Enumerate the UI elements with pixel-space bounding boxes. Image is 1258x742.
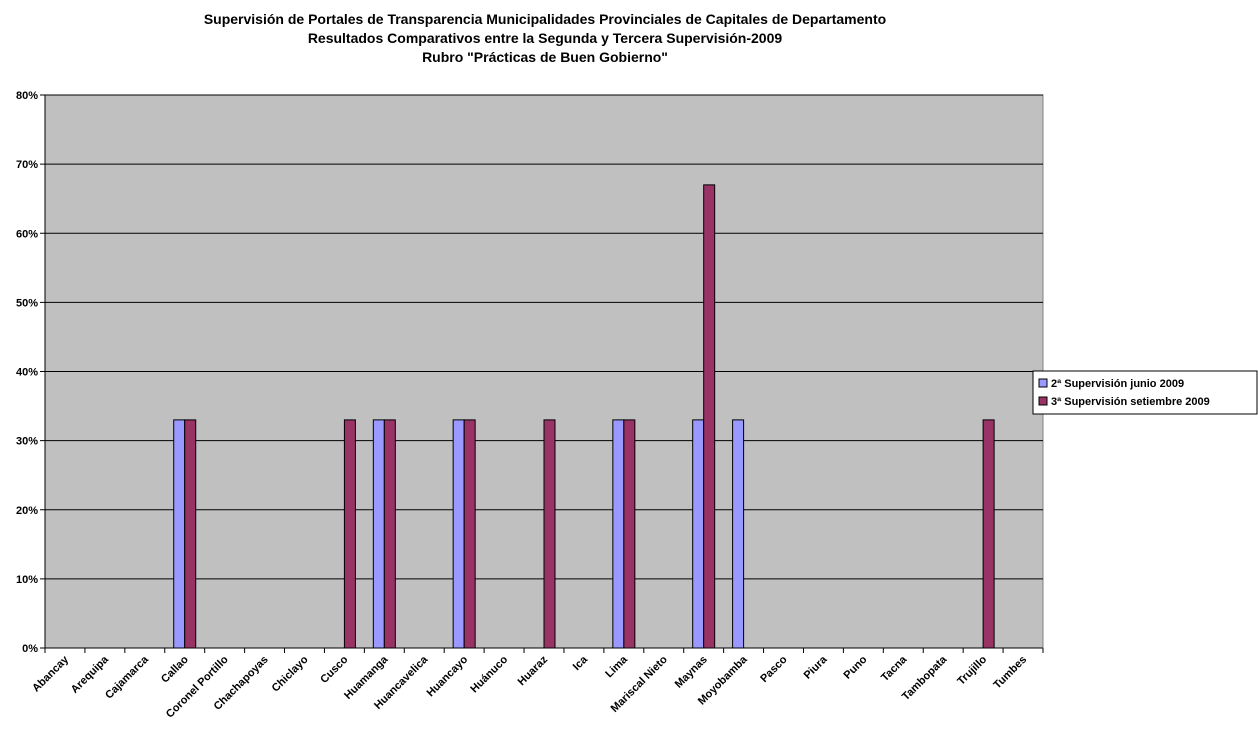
chart-title-line: Rubro "Prácticas de Buen Gobierno" [422,49,668,65]
bar-series-3 [982,419,995,649]
y-tick-label: 80% [16,90,38,102]
bar-series-3 [343,419,356,649]
x-tick-label: Chiclayo [270,653,311,694]
chart-title-line: Supervisión de Portales de Transparencia… [204,11,886,27]
y-tick-label: 50% [16,297,38,309]
y-tick-label: 40% [16,367,38,379]
bar-series-3 [463,419,476,649]
bar-series-2 [173,419,186,649]
x-tick-label: Trujillo [955,653,989,687]
x-tick-label: Tacna [879,653,910,684]
y-tick-label: 20% [16,505,38,517]
y-tick-label: 70% [16,159,38,171]
legend-swatch [1038,396,1048,406]
x-tick-label: Cajamarca [103,653,151,701]
bar-series-3 [543,419,556,649]
legend-box [1032,370,1258,415]
legend-swatch [1038,378,1048,388]
x-tick-label: Lima [603,653,630,680]
x-tick-label: Ica [571,653,591,673]
x-tick-label: Puno [842,653,870,681]
y-tick-label: 0% [22,643,38,655]
x-tick-label: Huánuco [468,653,510,695]
x-tick-label: Arequipa [69,653,112,696]
bar-series-2 [692,419,705,649]
bar-series-3 [184,419,197,649]
x-tick-label: Abancay [30,653,72,695]
x-tick-label: Huancayo [425,653,471,699]
legend: 2ª Supervisión junio 2009 3ª Supervisión … [1032,370,1258,415]
legend-label: 3ª Supervisión setiembre 2009 [1051,396,1210,408]
y-axis-ticks: 0% 10% 20% 30% 40% 50% 60% 70% 80% [16,90,45,655]
bar-series-2 [372,419,385,649]
chart-title-line: Resultados Comparativos entre la Segunda… [308,30,783,46]
x-tick-label: Huaraz [516,653,551,688]
y-tick-label: 30% [16,436,38,448]
y-tick-label: 60% [16,228,38,240]
bar-series-2 [732,419,745,649]
x-tick-label: Cusco [318,653,350,685]
bar-series-2 [452,419,465,649]
x-tick-label: Tumbes [991,654,1029,692]
x-tick-label: Maynas [673,654,710,691]
bar-series-3 [703,184,716,649]
chart-title: Supervisión de Portales de Transparencia… [204,11,886,65]
bar-series-3 [623,419,636,649]
x-tick-label: Callao [159,653,191,685]
x-tick-label: Piura [802,653,831,682]
bar-series-2 [612,419,625,649]
gridlines [45,94,1043,580]
x-tick-label: Pasco [758,653,790,685]
bar-series-3 [383,419,396,649]
y-tick-label: 10% [16,574,38,586]
legend-label: 2ª Supervisión junio 2009 [1051,378,1184,390]
